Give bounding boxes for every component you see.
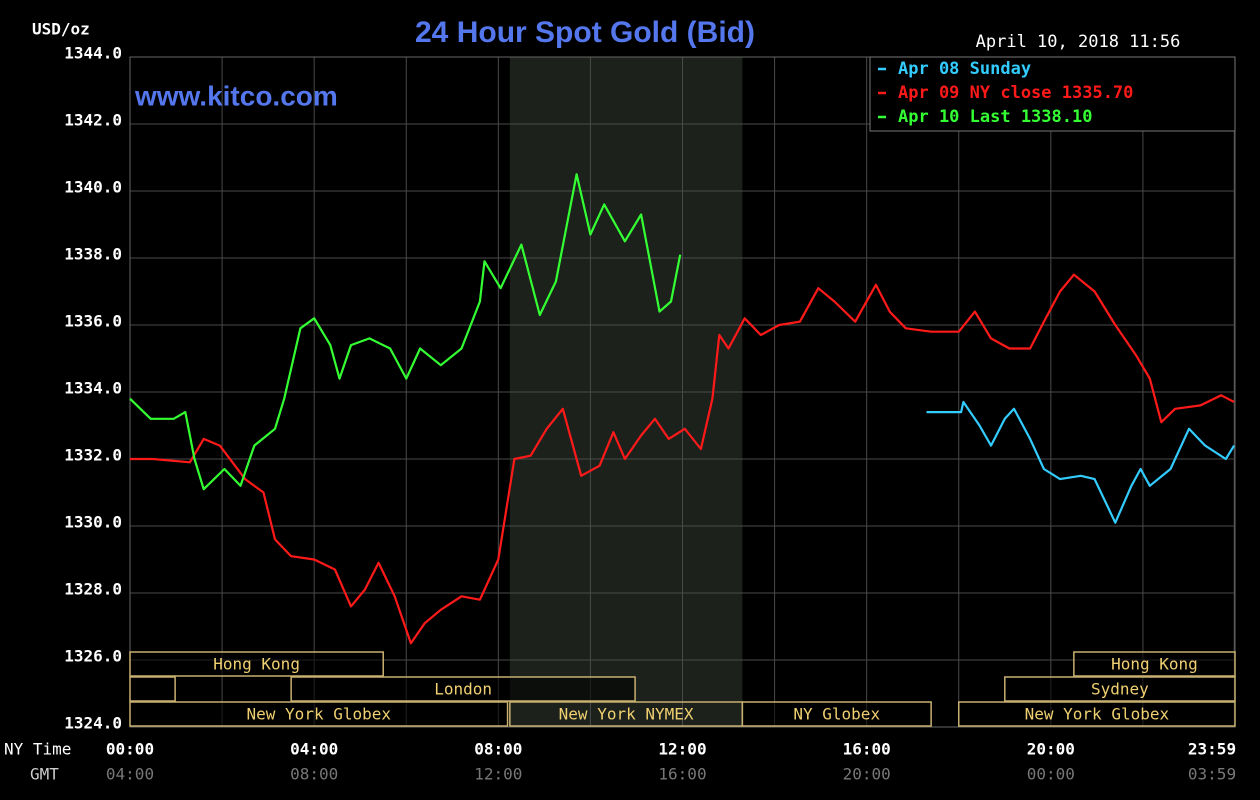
gmt-tick-label: 03:59 xyxy=(1188,765,1236,784)
x-tick-label: 04:00 xyxy=(290,740,338,759)
gmt-tick-label: 00:00 xyxy=(1027,765,1075,784)
session-bar xyxy=(129,651,384,677)
y-tick-label: 1336.0 xyxy=(64,312,122,331)
x-tick-label: 16:00 xyxy=(843,740,891,759)
y-axis-label: USD/oz xyxy=(32,20,90,39)
price-line xyxy=(926,400,1236,524)
session-label: Hong Kong xyxy=(1111,655,1198,674)
session-bar xyxy=(741,701,932,727)
session-bar xyxy=(129,676,176,702)
y-tick-label: 1334.0 xyxy=(64,379,122,398)
y-tick-label: 1324.0 xyxy=(64,714,122,733)
x-tick-label: 20:00 xyxy=(1027,740,1075,759)
session-label: Sydney xyxy=(1091,680,1149,699)
session-bar xyxy=(1073,651,1236,677)
price-line xyxy=(129,173,682,491)
session-label: New York NYMEX xyxy=(559,705,694,724)
session-bar xyxy=(1004,676,1236,702)
chart-title: 24 Hour Spot Gold (Bid) xyxy=(415,16,755,49)
watermark: www.kitco.com xyxy=(134,80,338,111)
gmt-tick-label: 16:00 xyxy=(658,765,706,784)
legend-label: Apr 10 Last 1338.10 xyxy=(898,107,1092,127)
gmt-tick-label: 12:00 xyxy=(474,765,522,784)
gmt-tick-label: 04:00 xyxy=(106,765,154,784)
session-label: London xyxy=(434,680,492,699)
session-bar xyxy=(958,701,1236,727)
gmt-tick-label: 20:00 xyxy=(843,765,891,784)
y-tick-label: 1340.0 xyxy=(64,178,122,197)
y-tick-label: 1342.0 xyxy=(64,111,122,130)
date: April 10, 2018 11:56 xyxy=(976,32,1181,52)
y-tick-label: 1332.0 xyxy=(64,446,122,465)
gmt-tick-label: 08:00 xyxy=(290,765,338,784)
legend-box xyxy=(869,56,1236,132)
session-label: New York Globex xyxy=(247,705,392,724)
x-tick-label: 12:00 xyxy=(658,740,706,759)
legend-label: Apr 09 NY close 1335.70 xyxy=(898,83,1133,103)
plot-border xyxy=(129,56,1236,728)
y-tick-label: 1326.0 xyxy=(64,647,122,666)
session-bar xyxy=(290,676,636,702)
y-tick-label: 1344.0 xyxy=(64,44,122,63)
legend-label: Apr 08 Sunday xyxy=(898,59,1031,79)
y-tick-label: 1330.0 xyxy=(64,513,122,532)
x-axis-label: NY Time xyxy=(4,740,71,759)
y-tick-label: 1328.0 xyxy=(64,580,122,599)
session-bar xyxy=(129,701,509,727)
y-tick-label: 1338.0 xyxy=(64,245,122,264)
price-line xyxy=(130,273,1235,645)
session-label: Hong Kong xyxy=(213,655,300,674)
session-label: NY Globex xyxy=(793,705,880,724)
x-tick-label: 08:00 xyxy=(474,740,522,759)
x-tick-label: 23:59 xyxy=(1188,740,1236,759)
x-tick-label: 00:00 xyxy=(106,740,154,759)
session-label: New York Globex xyxy=(1025,705,1170,724)
x2-axis-label: GMT xyxy=(30,765,59,784)
